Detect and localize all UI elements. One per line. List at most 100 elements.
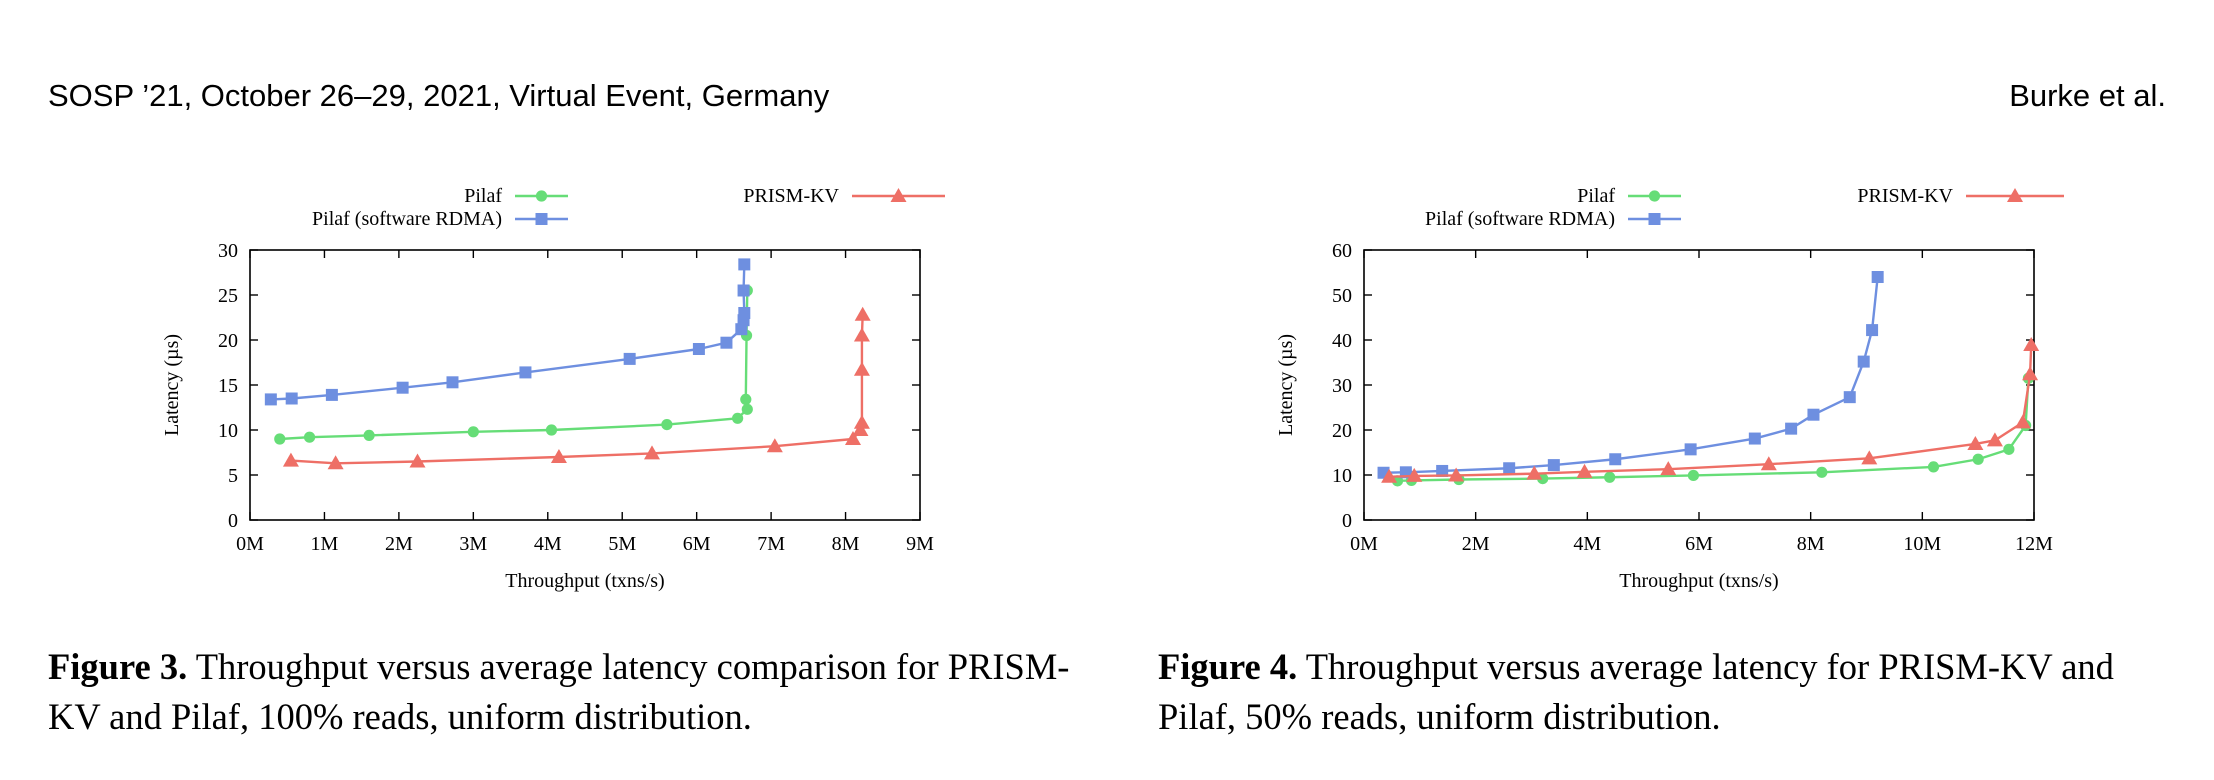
fig3-data-point-pilaf-software-rdma (738, 258, 751, 271)
fig3-y-tick-label: 20 (218, 330, 238, 352)
fig4-data-point-prism-kv (1967, 435, 1984, 450)
fig4-data-point-pilaf (1972, 453, 1984, 465)
fig4-y-tick-label: 0 (1342, 510, 1352, 532)
fig3-data-point-pilaf-software-rdma (623, 352, 636, 365)
fig4-data-point-pilaf-software-rdma (1609, 453, 1622, 466)
fig3-data-point-pilaf-software-rdma (692, 343, 705, 355)
fig3-data-point-pilaf (741, 403, 753, 415)
fig4-data-point-prism-kv (2014, 414, 2031, 429)
fig3-data-point-pilaf (467, 426, 479, 438)
fig4-legend-marker-pilaf-software-rdma (1648, 213, 1661, 225)
fig4-legend-label-prism-kv: PRISM-KV (1857, 185, 1953, 207)
fig3-plot-frame (249, 249, 921, 521)
fig3-data-point-prism-kv (327, 455, 344, 470)
fig3-x-tick-label: 7M (757, 533, 785, 555)
fig3-data-point-prism-kv (853, 361, 870, 376)
fig3-data-point-pilaf (303, 431, 316, 443)
fig3-x-tick-label: 4M (534, 533, 562, 555)
fig4-data-point-prism-kv (1406, 467, 1423, 482)
fig4-y-tick-label: 50 (1332, 285, 1352, 307)
fig3-data-point-pilaf (545, 424, 558, 436)
fig3-legend-marker-pilaf (535, 190, 548, 202)
fig3-data-point-prism-kv (766, 438, 783, 453)
fig3-x-axis-label: Throughput (txns/s) (505, 570, 664, 592)
fig4-data-point-prism-kv (2022, 366, 2039, 381)
fig4-data-point-prism-kv (1986, 432, 2003, 447)
fig3-y-tick-label: 25 (218, 285, 238, 307)
fig4-x-tick-label: 2M (1462, 533, 1490, 555)
figure-3-number: Figure 3. (48, 646, 188, 687)
fig4-y-tick-label: 10 (1332, 465, 1352, 487)
fig4-data-point-pilaf-software-rdma (1857, 355, 1870, 368)
figure-3-chart: 0M 1M 2M 3M 4M 5M 6M 7M 8M 9M 0 5 10 15 20 25 30 Throughp… (161, 185, 945, 592)
fig4-x-tick-label: 8M (1797, 533, 1825, 555)
fig3-data-point-pilaf-software-rdma (720, 336, 733, 349)
fig3-data-point-pilaf-software-rdma (396, 381, 409, 394)
fig4-data-point-prism-kv (1526, 465, 1543, 480)
fig4-y-axis-label: Latency (µs) (1275, 334, 1297, 436)
fig4-data-point-pilaf-software-rdma (1748, 432, 1761, 445)
fig3-x-tick-label: 6M (683, 533, 711, 555)
fig4-x-tick-label: 6M (1685, 533, 1713, 555)
fig4-legend-label-pilaf-software-rdma: Pilaf (software RDMA) (1425, 208, 1615, 230)
fig3-data-point-prism-kv (854, 306, 871, 321)
fig3-data-point-pilaf-software-rdma (519, 366, 532, 379)
fig3-y-tick-label: 10 (218, 420, 238, 442)
fig4-x-tick-label: 0M (1350, 533, 1378, 555)
figure-4-chart: 0M 2M 4M 6M 8M 10M 12M 0 10 20 30 40 50 60 Throughput … (1275, 185, 2064, 592)
fig3-data-point-prism-kv (845, 431, 861, 445)
fig4-data-point-prism-kv (1448, 467, 1465, 482)
fig4-x-tick-label: 10M (1903, 533, 1941, 555)
fig4-data-point-prism-kv (1660, 461, 1677, 476)
fig4-data-point-pilaf (1687, 469, 1700, 482)
fig3-x-tick-label: 0M (236, 533, 264, 555)
fig3-series-line-pilaf (279, 290, 749, 441)
fig3-data-point-pilaf-software-rdma (737, 284, 750, 297)
fig4-data-point-prism-kv (1576, 463, 1593, 478)
fig3-y-tick-label: 5 (228, 465, 238, 487)
fig3-data-point-pilaf (363, 429, 375, 441)
figure-4-caption: Figure 4. Throughput versus average late… (1158, 642, 2188, 742)
fig4-data-point-pilaf (1816, 466, 1828, 478)
fig4-x-tick-label: 12M (2015, 533, 2053, 555)
fig3-legend-label-pilaf-software-rdma: Pilaf (software RDMA) (312, 208, 502, 230)
fig3-data-point-pilaf (274, 433, 286, 445)
fig3-data-point-pilaf-software-rdma (285, 392, 298, 405)
fig4-x-axis-label: Throughput (txns/s) (1619, 570, 1778, 592)
fig4-legend-marker-pilaf (1648, 190, 1661, 202)
fig3-data-point-prism-kv (550, 449, 567, 463)
fig4-legend-label-pilaf: Pilaf (1577, 185, 1615, 207)
fig4-x-tick-label: 4M (1573, 533, 1601, 555)
fig3-x-tick-label: 2M (385, 533, 413, 555)
fig3-series-line-pilaf-software-rdma (270, 264, 746, 401)
figure-3-caption-text: Throughput versus average latency compar… (48, 646, 1070, 737)
fig3-y-tick-label: 30 (218, 240, 238, 262)
fig4-data-point-pilaf-software-rdma (1547, 459, 1560, 472)
fig3-data-point-pilaf-software-rdma (325, 388, 338, 401)
fig3-x-tick-label: 9M (906, 533, 934, 555)
fig4-data-point-pilaf-software-rdma (1436, 464, 1449, 477)
fig4-data-point-pilaf-software-rdma (1807, 408, 1820, 421)
fig3-data-point-prism-kv (853, 414, 870, 429)
fig4-data-point-prism-kv (2023, 336, 2040, 351)
fig4-data-point-pilaf (1927, 461, 1940, 473)
fig4-y-tick-label: 20 (1332, 420, 1352, 442)
fig4-data-point-pilaf-software-rdma (1843, 391, 1856, 404)
fig3-series-line-prism-kv (290, 314, 864, 465)
fig4-data-point-pilaf (1604, 471, 1616, 483)
fig3-data-point-pilaf (661, 419, 673, 431)
fig3-data-point-pilaf (732, 412, 744, 424)
fig4-y-tick-label: 40 (1332, 330, 1352, 352)
fig3-x-tick-label: 1M (311, 533, 339, 555)
fig3-data-point-pilaf-software-rdma (264, 393, 277, 406)
fig4-y-tick-label: 30 (1332, 375, 1352, 397)
fig4-legend-marker-prism-kv (2007, 188, 2023, 202)
fig4-data-point-pilaf-software-rdma (1871, 271, 1884, 283)
fig3-data-point-pilaf-software-rdma (446, 376, 459, 389)
fig3-legend-marker-pilaf-software-rdma (535, 213, 548, 225)
fig3-data-point-prism-kv (409, 453, 426, 468)
figure-3-caption: Figure 3. Throughput versus average late… (48, 642, 1088, 742)
fig4-data-point-prism-kv (1760, 456, 1777, 471)
figure-4-number: Figure 4. (1158, 646, 1298, 687)
fig4-data-point-pilaf (2003, 443, 2015, 455)
